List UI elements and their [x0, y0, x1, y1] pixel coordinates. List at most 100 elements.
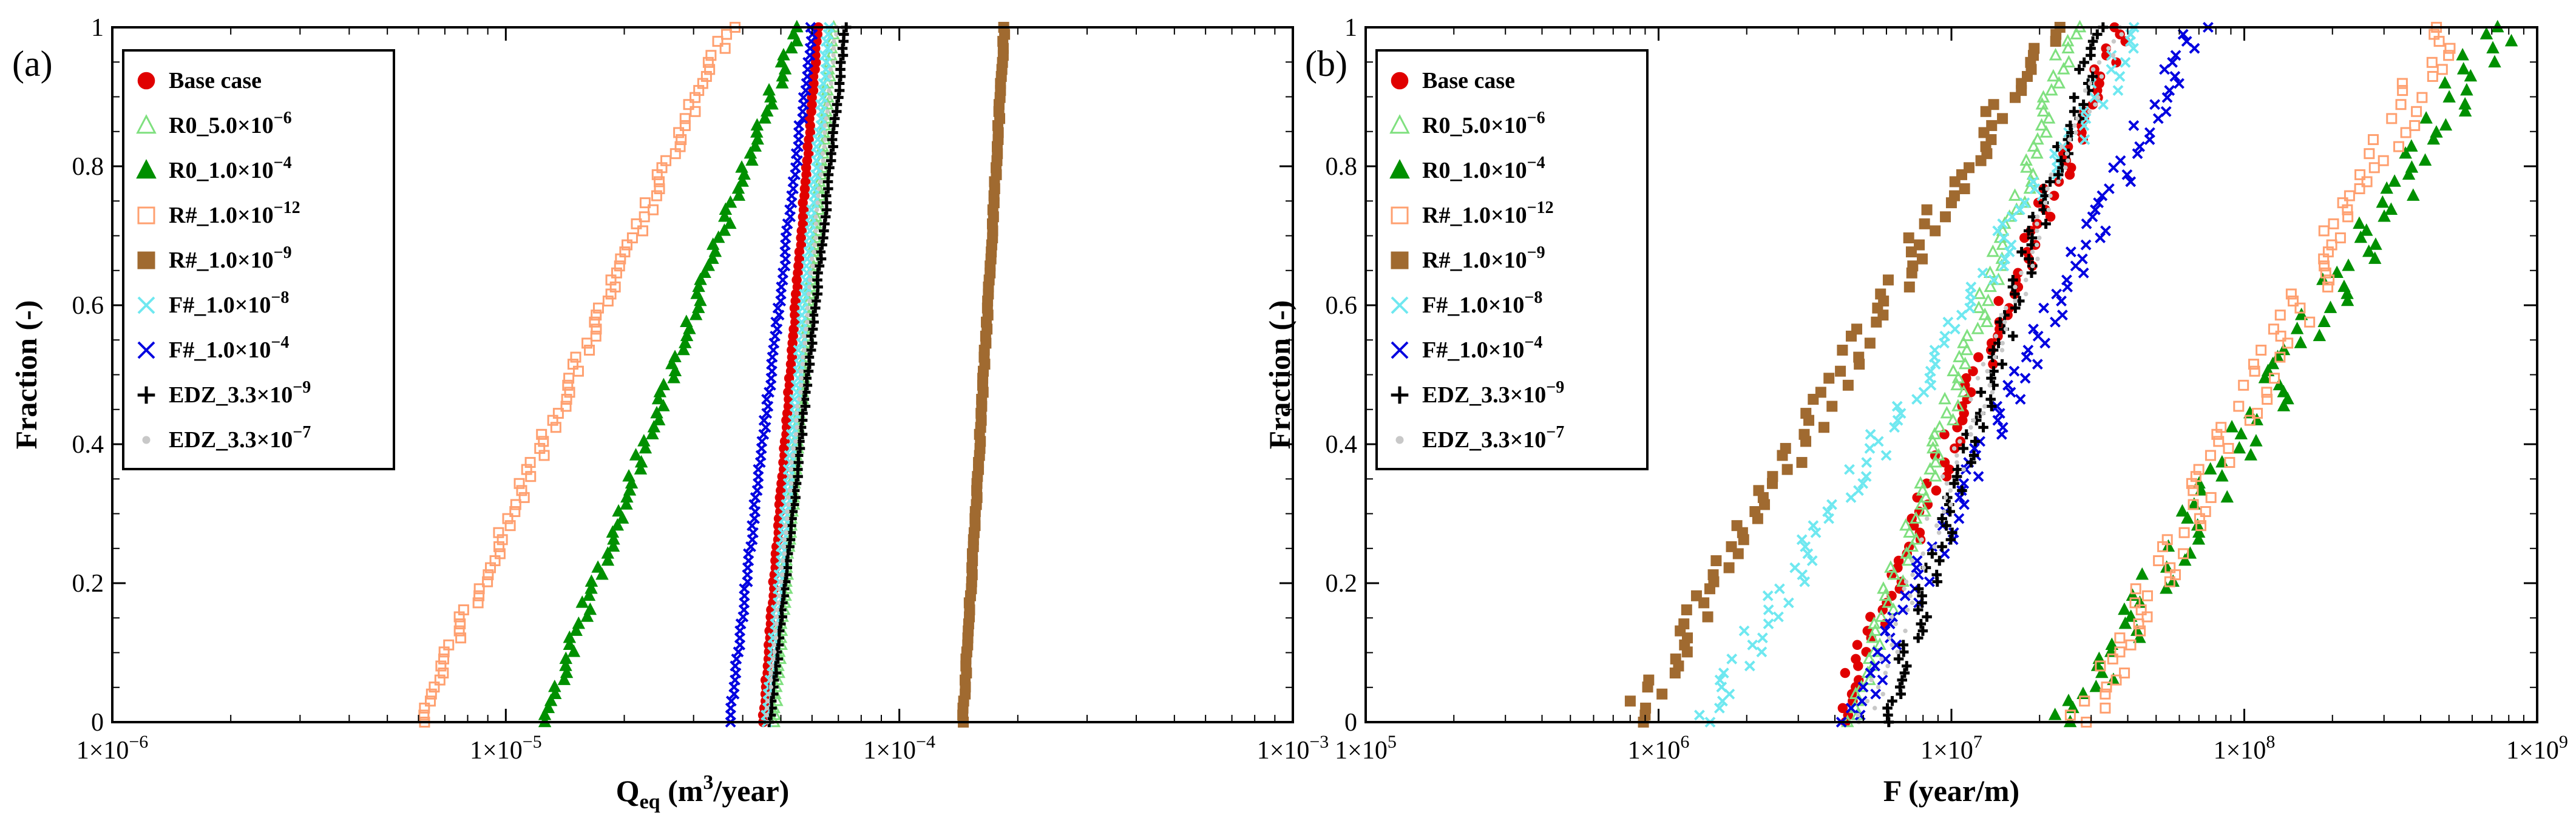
y-tick-label: 1: [1344, 14, 1357, 42]
data-point: [639, 197, 651, 209]
data-point: [2110, 674, 2122, 686]
data-point: [719, 42, 731, 54]
data-point: [438, 653, 449, 664]
data-point: [516, 485, 527, 496]
data-point: [724, 216, 737, 229]
data-point: [2042, 111, 2056, 124]
data-point: [1921, 565, 1926, 570]
data-point: [787, 27, 801, 39]
data-point: [2456, 62, 2470, 75]
data-point: [2234, 427, 2248, 440]
data-point: [1756, 646, 1768, 658]
y-tick-label: 1: [91, 14, 104, 42]
data-point: [2368, 162, 2380, 174]
data-point: [1936, 530, 1942, 535]
data-point: [2045, 212, 2056, 222]
data-point: [2121, 169, 2133, 180]
data-point: [784, 450, 795, 461]
data-point: [2277, 399, 2291, 411]
data-point: [455, 618, 466, 630]
data-point: [424, 695, 436, 707]
data-point: [2249, 434, 2263, 447]
data-point: [602, 296, 614, 307]
data-point: [820, 151, 825, 156]
data-point: [801, 354, 805, 360]
data-point: [648, 204, 659, 215]
data-point: [1763, 618, 1774, 629]
data-point: [1702, 611, 1713, 623]
data-point: [455, 632, 467, 644]
data-point: [1957, 336, 1970, 348]
data-point: [2042, 200, 2048, 205]
data-point: [781, 558, 785, 563]
legend-entry-label: EDZ_3.3×10−9: [1422, 378, 1564, 408]
data-point: [2032, 359, 2043, 370]
data-point: [745, 153, 759, 166]
data-point: [774, 621, 779, 626]
data-point: [1693, 709, 1705, 721]
data-point: [619, 246, 631, 258]
data-point: [2320, 267, 2331, 279]
data-point: [536, 428, 547, 440]
data-point: [2396, 78, 2408, 89]
data-point: [2319, 260, 2330, 272]
data-point: [2318, 225, 2330, 237]
data-point: [1837, 345, 1848, 356]
data-point: [2063, 165, 2068, 171]
data-point: [2177, 29, 2189, 40]
data-point: [2405, 160, 2419, 173]
data-point: [831, 53, 836, 58]
data-point: [2118, 616, 2132, 629]
data-point: [768, 677, 773, 683]
data-point: [2032, 330, 2044, 342]
data-point: [2160, 106, 2172, 117]
data-point: [581, 337, 593, 349]
data-point: [1934, 523, 1939, 528]
data-point: [1951, 399, 1965, 411]
data-point: [1994, 408, 2005, 419]
data-point: [2456, 48, 2469, 61]
data-point: [835, 57, 846, 68]
data-point: [825, 102, 830, 107]
data-point: [2395, 99, 2407, 110]
data-point: [510, 499, 521, 510]
data-point: [824, 116, 829, 121]
data-point: [2030, 249, 2035, 254]
data-point: [2019, 271, 2024, 276]
data-point: [761, 394, 772, 405]
legend-entry-label: R#_1.0×10−9: [169, 243, 292, 273]
data-point: [1876, 685, 1881, 689]
data-point: [2079, 57, 2089, 68]
data-point: [805, 204, 817, 215]
data-point: [2065, 246, 2076, 258]
data-point: [1960, 342, 1974, 356]
data-point: [1964, 162, 1975, 174]
data-point: [795, 425, 799, 430]
data-point: [731, 181, 745, 194]
data-point: [1921, 204, 1933, 215]
data-point: [2024, 254, 2034, 264]
data-point: [1978, 422, 1988, 433]
data-point: [2269, 373, 2280, 384]
data-point: [690, 286, 703, 299]
data-point: [767, 632, 779, 644]
data-point: [2334, 232, 2346, 243]
data-point: [615, 511, 629, 524]
data-point: [2008, 275, 2018, 285]
data-point: [1943, 495, 1948, 500]
data-point: [2059, 144, 2064, 149]
data-point: [812, 181, 825, 194]
data-point: [1916, 618, 1927, 629]
data-point: [1864, 337, 1876, 349]
data-point: [538, 708, 552, 720]
data-point: [1874, 609, 1888, 622]
data-point: [2048, 193, 2053, 198]
data-point: [2174, 78, 2185, 89]
data-point: [2015, 394, 2026, 405]
data-point: [829, 113, 840, 124]
data-point: [2035, 228, 2039, 234]
data-point: [1826, 401, 1838, 412]
data-point: [2129, 597, 2141, 609]
data-point: [1985, 368, 1990, 374]
legend-marker: [1391, 206, 1409, 225]
